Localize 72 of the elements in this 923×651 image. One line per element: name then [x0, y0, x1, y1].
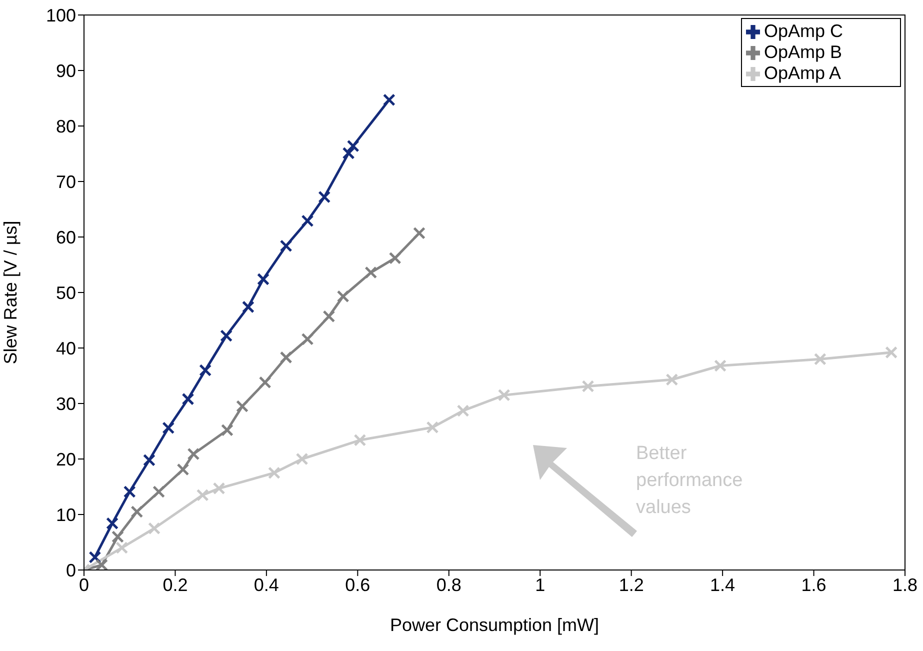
point	[582, 380, 594, 393]
y-tick-label: 30	[56, 394, 76, 414]
x-tick-label: 1	[535, 574, 546, 595]
point	[199, 364, 212, 376]
point	[336, 290, 350, 303]
point	[212, 482, 226, 495]
point	[116, 542, 128, 554]
point	[301, 214, 314, 228]
x-tick-label: 0.6	[345, 574, 370, 595]
x-tick-label: 0.8	[436, 574, 462, 595]
y-tick-label: 90	[56, 60, 76, 81]
point	[196, 488, 209, 502]
point	[354, 434, 366, 446]
point	[162, 422, 175, 434]
point	[322, 310, 336, 323]
point	[258, 376, 272, 389]
y-tick-label: 60	[56, 227, 76, 248]
point	[152, 485, 166, 498]
point	[885, 346, 898, 359]
point	[123, 485, 136, 498]
point	[176, 463, 190, 476]
point	[296, 452, 308, 466]
y-tick-label: 0	[66, 560, 76, 580]
point	[714, 360, 727, 372]
point	[498, 388, 510, 402]
x-tick-label: 0.2	[162, 574, 188, 595]
point	[388, 252, 402, 264]
point	[257, 272, 270, 286]
point	[412, 226, 426, 240]
point	[187, 448, 200, 460]
point	[301, 332, 314, 346]
point	[364, 266, 378, 279]
y-axis-title: Slew Rate [V / µs]	[0, 220, 20, 364]
point	[142, 454, 156, 466]
x-tick-label: 1.6	[801, 574, 826, 595]
point	[130, 505, 144, 518]
point	[346, 140, 360, 152]
point	[268, 466, 280, 480]
point	[220, 330, 233, 342]
x-tick-label: 1.4	[710, 574, 736, 595]
legend-label: OpAmp C	[764, 21, 844, 41]
y-tick-label: 80	[56, 116, 76, 136]
y-tick-label: 20	[56, 449, 76, 470]
legend-label: OpAmp B	[764, 42, 842, 62]
point	[220, 424, 234, 436]
x-tick-label: 0	[78, 574, 90, 595]
y-tick-label: 70	[56, 172, 76, 192]
x-tick-label: 0.4	[254, 574, 279, 595]
legend-label: OpAmp A	[764, 63, 842, 83]
point	[814, 352, 826, 366]
point	[242, 300, 254, 314]
point	[236, 400, 249, 413]
point	[148, 522, 160, 535]
point	[426, 421, 439, 434]
y-tick-label: 50	[56, 282, 76, 303]
y-tick-label: 100	[46, 5, 76, 26]
y-tick-label: 40	[56, 338, 76, 358]
point	[96, 558, 108, 570]
point	[182, 392, 194, 406]
point	[342, 146, 355, 160]
x-tick-label: 1.2	[618, 574, 644, 595]
point	[280, 351, 292, 364]
point	[112, 530, 124, 543]
point	[106, 517, 119, 530]
point	[382, 94, 396, 106]
point	[456, 404, 470, 417]
point	[318, 190, 331, 204]
x-axis-title: Power Consumption [mW]	[390, 615, 600, 635]
point	[666, 373, 678, 386]
y-tick-label: 10	[56, 504, 76, 525]
point	[280, 240, 292, 252]
x-tick-label: 1.8	[892, 574, 918, 595]
